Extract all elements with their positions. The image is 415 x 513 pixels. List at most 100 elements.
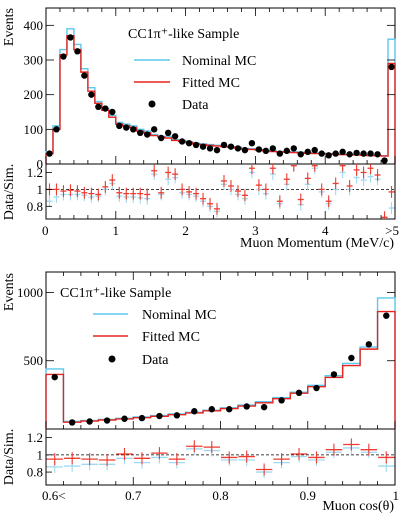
ratio-frame-1 bbox=[45, 163, 396, 220]
x-tick-label: 3 bbox=[252, 223, 259, 238]
data-point bbox=[51, 373, 58, 381]
ratio-fitted-marker bbox=[339, 164, 346, 172]
data-point bbox=[262, 147, 270, 155]
data-point bbox=[191, 408, 198, 415]
ratio-fitted-marker bbox=[255, 179, 262, 192]
data-point bbox=[206, 145, 214, 152]
data-point bbox=[157, 134, 165, 142]
data-point bbox=[226, 406, 233, 413]
ratio-fitted-marker bbox=[133, 452, 151, 465]
data-point bbox=[365, 341, 373, 348]
legend-label-nominal-1: Nominal MC bbox=[182, 54, 256, 69]
ratio-fitted-marker bbox=[304, 172, 311, 185]
x-tick-label: 0.8 bbox=[212, 488, 228, 503]
ratio-fitted-marker bbox=[81, 186, 88, 199]
x-axis-label-1: Muon Momentum (MeV/c) bbox=[240, 236, 394, 251]
ratio-fitted-marker bbox=[168, 453, 186, 466]
data-point bbox=[138, 414, 146, 422]
ratio-fitted-marker bbox=[318, 183, 325, 196]
x-tick-label: 2 bbox=[182, 223, 189, 238]
data-point bbox=[283, 147, 291, 155]
panel-costheta: 500 1000 0.8 1 1.2 0.6< 0.7 0.8 0.9 1 Events Data… bbox=[2, 271, 399, 513]
nominal-mc-histogram bbox=[45, 28, 396, 164]
ratio-plot-2 bbox=[46, 438, 395, 479]
data-point bbox=[311, 146, 318, 154]
data-point bbox=[325, 152, 332, 159]
data-point bbox=[95, 103, 102, 111]
data-point bbox=[243, 403, 250, 410]
ratio-fitted-marker bbox=[193, 187, 200, 200]
ratio-fitted-marker bbox=[102, 180, 109, 193]
y-tick-label: 0 bbox=[37, 157, 44, 172]
y-axis-label-2: Events bbox=[2, 273, 17, 311]
data-point bbox=[60, 53, 67, 60]
ratio-fitted-marker bbox=[172, 168, 179, 181]
ratio-fitted-marker bbox=[116, 447, 133, 461]
ratio-fitted-marker bbox=[116, 186, 123, 199]
ratio-fitted-marker bbox=[360, 443, 378, 456]
legend-label-fitted-1: Fitted MC bbox=[182, 76, 240, 91]
ratio-fitted-marker bbox=[186, 186, 193, 198]
legend-label-data-1: Data bbox=[182, 98, 209, 113]
data-point bbox=[234, 145, 242, 152]
data-point bbox=[121, 415, 128, 422]
x-tick-label: >5 bbox=[385, 223, 399, 238]
data-point bbox=[348, 354, 355, 362]
y-tick-label: 200 bbox=[24, 87, 44, 102]
ratio-fitted-marker bbox=[60, 185, 67, 197]
ratio-fitted-marker bbox=[374, 169, 381, 181]
data-point bbox=[304, 148, 311, 156]
ratio-fitted-marker bbox=[123, 187, 130, 200]
data-point bbox=[388, 63, 395, 71]
ratio-fitted-marker bbox=[381, 211, 388, 219]
ratio-fitted-marker bbox=[46, 453, 63, 466]
ratio-tick-label: 1 bbox=[37, 447, 44, 462]
legend-swatch-data-1 bbox=[148, 100, 156, 108]
data-point bbox=[199, 143, 207, 150]
data-point bbox=[123, 124, 130, 131]
ratio-fitted-marker bbox=[207, 197, 214, 210]
x-axis-label-2: Muon cos(θ) bbox=[322, 499, 394, 513]
x-tick-label: 0 bbox=[42, 223, 49, 238]
ratio-fitted-marker bbox=[137, 187, 144, 200]
histogram-plot-1 bbox=[45, 28, 396, 164]
x-tick-label: 1 bbox=[113, 223, 120, 238]
ratio-fitted-marker bbox=[238, 450, 255, 463]
data-point bbox=[185, 140, 193, 147]
data-point bbox=[227, 143, 235, 150]
x-tick-label: 0.9 bbox=[300, 488, 316, 503]
ratio-fitted-marker bbox=[308, 451, 325, 464]
fitted-mc-histogram bbox=[45, 35, 396, 164]
ratio-tick-label: 1.2 bbox=[27, 165, 43, 180]
ratio-fitted-marker bbox=[262, 183, 269, 196]
data-point bbox=[67, 34, 74, 41]
ratio-fitted-marker bbox=[221, 451, 238, 464]
data-point bbox=[171, 133, 179, 140]
ratio-fitted-marker bbox=[360, 166, 367, 179]
ratio-fitted-marker bbox=[297, 193, 304, 206]
ratio-tick-label: 1 bbox=[37, 182, 44, 197]
ratio-fitted-marker bbox=[241, 189, 248, 202]
ratio-fitted-marker bbox=[221, 175, 227, 187]
x-tick-label: 1 bbox=[393, 488, 400, 503]
ratio-fitted-marker bbox=[269, 164, 276, 175]
data-point bbox=[116, 122, 123, 130]
ratio-fitted-marker bbox=[311, 164, 318, 172]
ratio-fitted-marker bbox=[273, 453, 290, 466]
data-point bbox=[269, 145, 277, 152]
data-point bbox=[248, 140, 256, 147]
ratio-fitted-marker bbox=[203, 441, 220, 454]
data-point bbox=[295, 389, 303, 397]
ratio-nominal-marker bbox=[46, 195, 53, 208]
data-point bbox=[374, 151, 381, 158]
ticks-2: 500 1000 0.8 1 1.2 0.6< 0.7 0.8 0.9 1 bbox=[17, 272, 399, 503]
ratio-fitted-marker bbox=[88, 187, 95, 200]
data-point bbox=[353, 149, 360, 157]
data-point bbox=[178, 138, 186, 145]
ratio-fitted-marker bbox=[158, 186, 165, 199]
data-point bbox=[346, 151, 353, 158]
legend-label-fitted-2: Fitted MC bbox=[142, 330, 200, 345]
data-point bbox=[192, 141, 200, 149]
data-point bbox=[88, 91, 95, 98]
data-point bbox=[103, 417, 111, 424]
